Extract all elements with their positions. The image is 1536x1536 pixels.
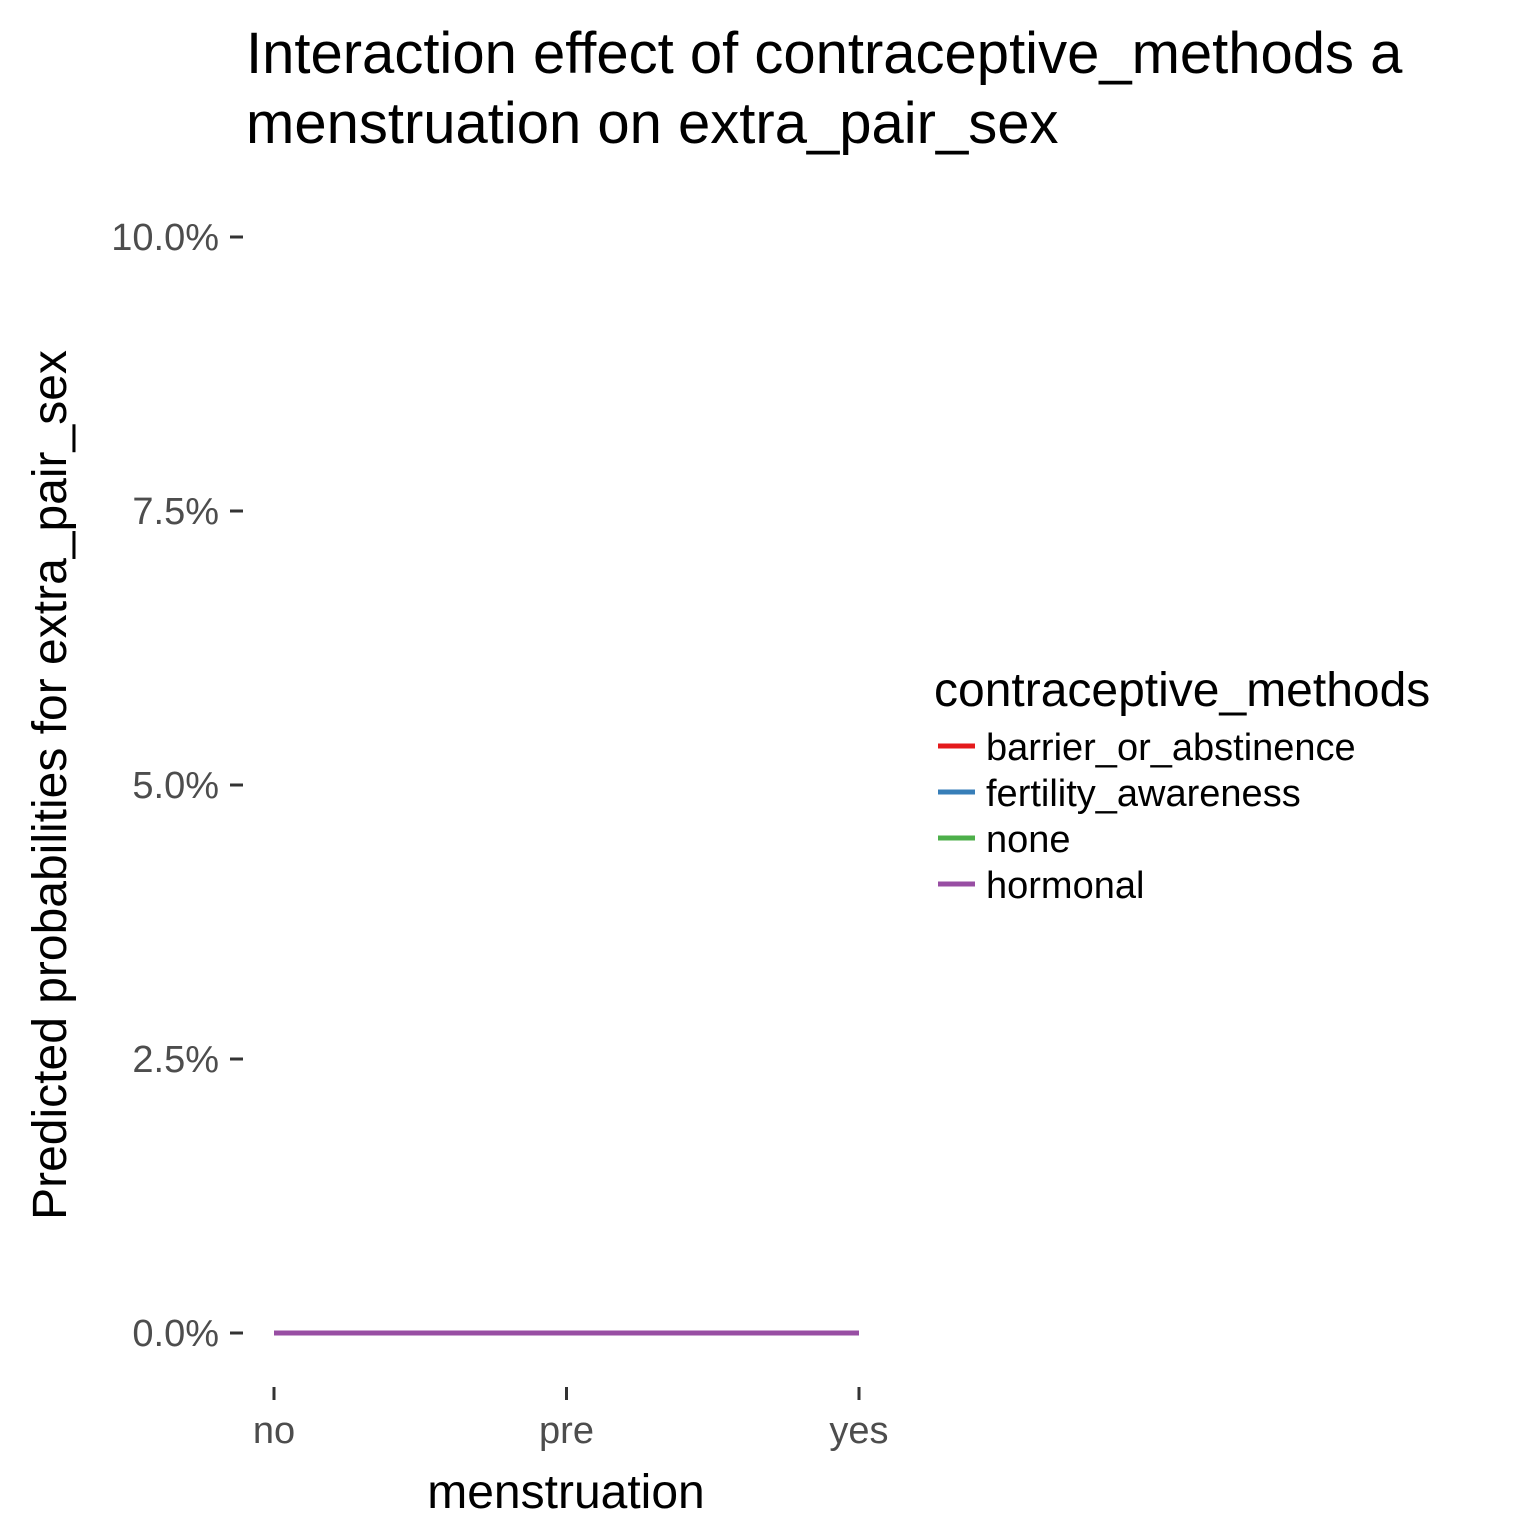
x-axis: no pre yes xyxy=(253,1387,889,1452)
legend-item: fertility_awareness xyxy=(938,773,1301,815)
y-tick-label: 10.0% xyxy=(111,217,219,259)
y-tick-label: 0.0% xyxy=(132,1313,219,1355)
legend-label: hormonal xyxy=(986,865,1144,907)
legend-label: barrier_or_abstinence xyxy=(986,727,1356,769)
legend-item: hormonal xyxy=(938,865,1144,907)
legend: contraceptive_methods barrier_or_abstine… xyxy=(934,664,1430,907)
x-tick-label: yes xyxy=(829,1410,888,1452)
legend-item: none xyxy=(938,819,1071,861)
legend-label: none xyxy=(986,819,1071,861)
legend-items: barrier_or_abstinencefertility_awareness… xyxy=(938,727,1356,907)
y-axis: 0.0% 2.5% 5.0% 7.5% 10.0% xyxy=(111,217,243,1355)
y-axis-title: Predicted probabilities for extra_pair_s… xyxy=(24,350,77,1220)
y-tick-label: 2.5% xyxy=(132,1039,219,1081)
x-tick-label: pre xyxy=(539,1410,594,1452)
legend-title: contraceptive_methods xyxy=(934,664,1430,717)
chart-title-line-2: menstruation on extra_pair_sex xyxy=(246,91,1058,156)
legend-item: barrier_or_abstinence xyxy=(938,727,1356,769)
y-tick-label: 5.0% xyxy=(132,765,219,807)
y-tick-label: 7.5% xyxy=(132,491,219,533)
x-axis-title: menstruation xyxy=(427,1466,704,1519)
x-tick-label: no xyxy=(253,1410,295,1452)
chart-title: Interaction effect of contraceptive_meth… xyxy=(246,21,1403,86)
legend-label: fertility_awareness xyxy=(986,773,1301,815)
